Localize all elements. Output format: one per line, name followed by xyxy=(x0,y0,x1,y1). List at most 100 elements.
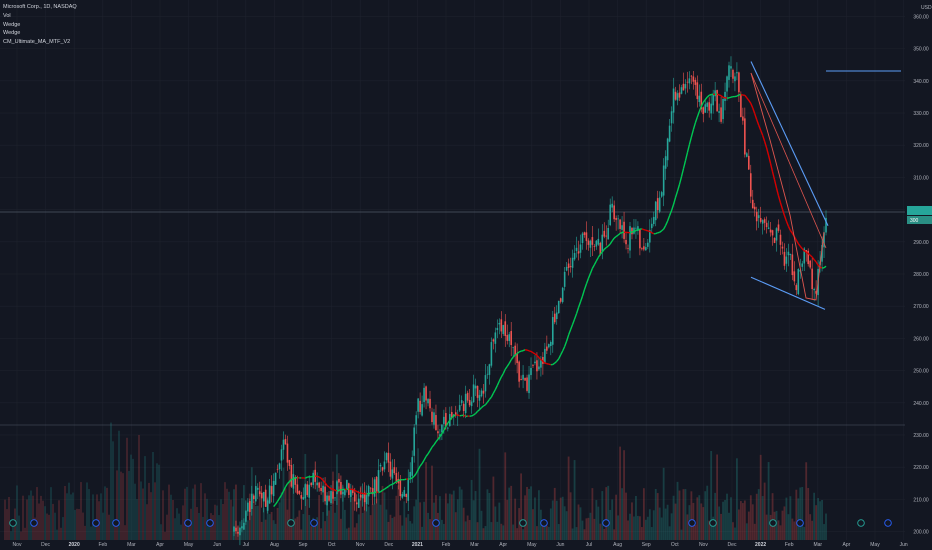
candle-body xyxy=(823,232,825,248)
time-tick: Aug xyxy=(613,542,622,548)
volume-bar xyxy=(218,515,220,540)
wedge-drawing[interactable] xyxy=(750,61,901,310)
volume-bar xyxy=(460,489,463,540)
candle-body xyxy=(314,469,316,482)
ma-segment xyxy=(398,479,401,482)
candle-body xyxy=(276,468,279,470)
event-marker[interactable] xyxy=(92,519,100,527)
event-marker[interactable] xyxy=(184,519,192,527)
time-tick: Dec xyxy=(41,542,50,548)
event-marker[interactable] xyxy=(310,519,318,527)
volume-bar xyxy=(405,517,408,540)
time-tick: 2022 xyxy=(755,542,766,548)
event-marker[interactable] xyxy=(796,519,804,527)
volume-bar xyxy=(702,507,705,540)
volume-bar xyxy=(54,512,56,540)
ma-segment xyxy=(795,239,799,244)
volume-bar xyxy=(528,488,530,540)
candle-body xyxy=(544,348,546,364)
wedge-lower-line[interactable] xyxy=(750,276,826,310)
wedge-upper-line[interactable] xyxy=(750,61,829,226)
volume-bar xyxy=(233,489,235,540)
candle-body xyxy=(718,111,720,113)
event-marker[interactable] xyxy=(30,519,38,527)
price-tick: 240.00 xyxy=(913,401,929,407)
volume-bar xyxy=(298,510,301,540)
volume-bar xyxy=(639,516,641,540)
candle-body xyxy=(597,238,600,245)
legend-title[interactable]: Microsoft Corp., 1D, NASDAQ xyxy=(3,4,77,10)
ma-segment xyxy=(556,358,560,362)
legend-wedge-2[interactable]: Wedge xyxy=(3,30,21,37)
volume-bar xyxy=(684,489,687,540)
ma-segment xyxy=(439,433,443,438)
ma-segment xyxy=(809,254,813,258)
ma-segment xyxy=(589,268,594,274)
volume-bar xyxy=(80,482,82,540)
ma-segment xyxy=(819,266,823,269)
candle-body xyxy=(710,103,712,114)
time-tick: Jul xyxy=(586,542,592,548)
legend-indicator[interactable]: CM_Ultimate_MA_MTF_V2 xyxy=(3,39,71,46)
volume-bar xyxy=(708,520,711,540)
candle-body xyxy=(534,361,536,364)
event-marker[interactable] xyxy=(769,519,777,527)
event-marker[interactable] xyxy=(688,519,696,527)
ma-segment xyxy=(326,484,330,488)
volume-bar xyxy=(90,526,92,540)
event-marker[interactable] xyxy=(540,519,548,527)
candle-body xyxy=(435,415,437,431)
event-marker[interactable] xyxy=(602,519,610,527)
event-marker[interactable] xyxy=(206,519,214,527)
event-marker[interactable] xyxy=(9,519,17,527)
volume-bar xyxy=(589,512,592,540)
ma-segment xyxy=(601,248,605,253)
time-axis[interactable]: Nov Dec 2020 Feb Mar Apr May Jun Jul Aug Sep Oct Nov… xyxy=(13,542,908,548)
candle-body xyxy=(466,392,469,401)
event-marker[interactable] xyxy=(519,519,527,527)
event-marker[interactable] xyxy=(709,519,717,527)
event-markers[interactable] xyxy=(9,519,892,527)
candle-body xyxy=(561,287,564,303)
volume-bar xyxy=(496,521,499,540)
candle-body xyxy=(744,118,746,155)
ma-segment xyxy=(334,489,338,492)
candle-body xyxy=(619,219,621,229)
candle-body xyxy=(611,203,613,208)
candle-body xyxy=(700,91,703,110)
volume-bar xyxy=(170,494,172,540)
ma-segment xyxy=(504,365,508,370)
wedge-inner-line[interactable] xyxy=(750,72,827,249)
time-tick: Oct xyxy=(671,542,679,548)
volume-bar xyxy=(698,495,701,540)
candle-body xyxy=(732,69,734,79)
candle-body xyxy=(249,501,251,513)
volume-bar xyxy=(50,487,52,540)
legend-wedge-1[interactable]: Wedge xyxy=(3,21,21,28)
volume-bar xyxy=(176,508,178,540)
event-marker[interactable] xyxy=(432,519,440,527)
ma-segment xyxy=(328,486,332,490)
candle-body xyxy=(781,246,784,249)
ma-segment xyxy=(486,399,490,403)
event-marker[interactable] xyxy=(287,519,295,527)
event-marker[interactable] xyxy=(884,519,892,527)
event-marker[interactable] xyxy=(857,519,865,527)
candle-body xyxy=(734,76,736,82)
volume-bar xyxy=(627,520,629,540)
wedge-zigzag[interactable] xyxy=(750,72,825,301)
ma-segment xyxy=(633,229,637,233)
candle-body xyxy=(629,226,631,251)
candle-body xyxy=(318,482,320,488)
candle-body xyxy=(235,527,237,532)
ma-segment xyxy=(421,459,425,464)
candle-body xyxy=(353,492,356,502)
event-marker[interactable] xyxy=(112,519,120,527)
candle-body xyxy=(381,467,384,471)
volume-bar xyxy=(282,467,285,540)
ma-segment xyxy=(463,414,467,418)
candle-body xyxy=(825,217,827,233)
grid xyxy=(0,0,905,540)
legend-vol[interactable]: Vol xyxy=(3,12,11,19)
